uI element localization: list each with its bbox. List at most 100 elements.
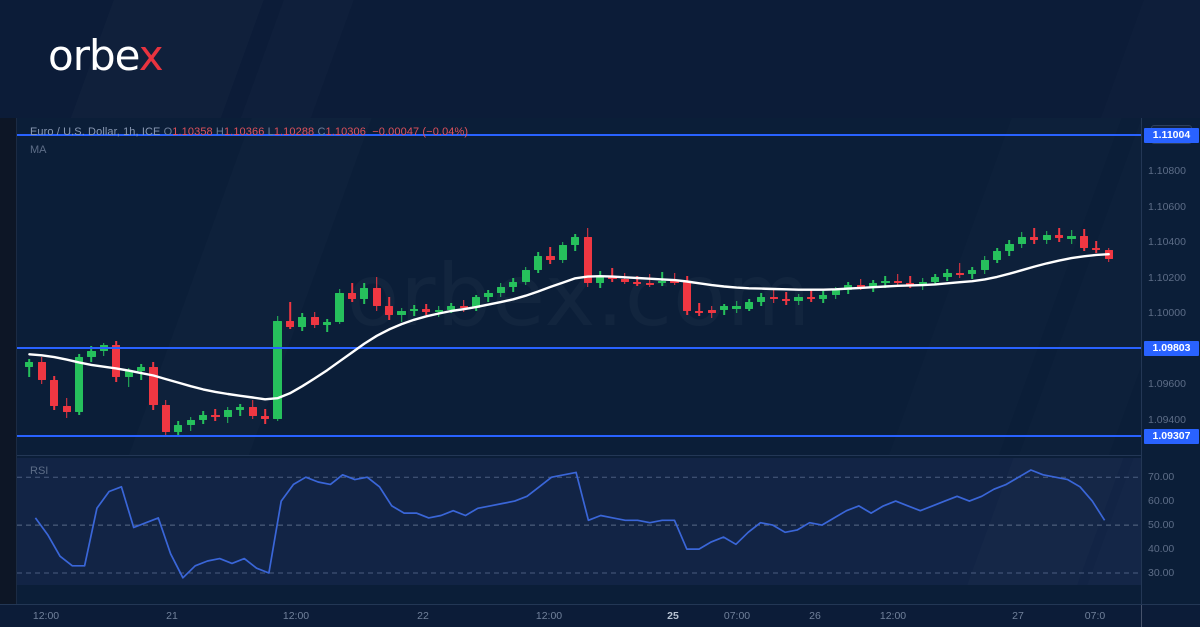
candle-wick — [859, 279, 862, 291]
candlestick — [707, 118, 716, 455]
candlestick — [261, 118, 270, 455]
candle-body — [794, 296, 803, 302]
candle-wick — [127, 368, 130, 387]
candle-body — [571, 237, 580, 246]
time-tick-label: 07:00 — [723, 610, 751, 622]
candle-body — [298, 317, 307, 327]
candle-body — [856, 285, 865, 288]
candlestick — [595, 118, 605, 455]
legend-high-value: 1.10366 — [223, 126, 265, 138]
candle-wick — [909, 276, 912, 288]
candle-body — [906, 282, 915, 285]
candlestick — [149, 118, 158, 455]
candlestick — [434, 118, 443, 455]
candle-body — [595, 275, 605, 283]
price-highlight-label[interactable]: 1.11004 — [1144, 127, 1199, 143]
candle-wick — [785, 292, 787, 305]
candlestick — [124, 118, 133, 455]
legend-low-value: 1.10288 — [273, 126, 315, 138]
candle-body — [645, 282, 654, 285]
candle-wick — [289, 302, 291, 329]
legend-change-value: −0.00047 (−0.04%) — [372, 126, 469, 138]
candlestick — [533, 118, 543, 455]
time-tick-label: 21 — [166, 610, 178, 622]
candlestick — [273, 118, 282, 455]
price-highlight-label[interactable]: 1.09803 — [1144, 340, 1199, 356]
support-line-3[interactable] — [17, 435, 1141, 438]
price-tick-label: 1.10400 — [1148, 236, 1186, 249]
candle-body — [50, 379, 59, 406]
chart-shell: orbex.com Euro / U.S. Dollar, 1h, ICE O1… — [0, 118, 1200, 604]
rsi-pane[interactable] — [17, 458, 1141, 585]
candlestick — [360, 118, 369, 455]
candlestick — [769, 118, 778, 455]
price-pane[interactable]: orbex.com — [17, 118, 1141, 455]
candlestick — [74, 118, 84, 455]
candle-body — [546, 255, 555, 261]
candle-body — [955, 272, 964, 275]
candlestick — [558, 118, 567, 455]
candle-body — [385, 305, 394, 316]
candle-body — [372, 287, 381, 306]
candle-wick — [1095, 240, 1098, 254]
legend-symbol[interactable]: Euro / U.S. Dollar, 1h, ICE — [30, 126, 161, 138]
candle-body — [980, 259, 989, 271]
candle-body — [819, 295, 828, 300]
candle-body — [558, 245, 567, 261]
candlestick — [831, 118, 840, 455]
candle-body — [62, 405, 71, 413]
candle-body — [968, 270, 977, 275]
candle-wick — [28, 358, 31, 377]
price-highlight-label[interactable]: 1.09307 — [1144, 428, 1199, 444]
candlestick — [1079, 118, 1089, 455]
candlestick — [1042, 118, 1051, 455]
time-tick-label: 27 — [1012, 610, 1024, 622]
chart-left-gutter — [0, 118, 17, 604]
candle-body — [881, 280, 890, 284]
rsi-tick-label: 30.00 — [1148, 567, 1175, 580]
candle-body — [695, 310, 704, 314]
orbex-logo[interactable]: orbex — [48, 31, 164, 80]
candle-body — [757, 296, 766, 303]
candlestick — [757, 118, 766, 455]
candlestick — [323, 118, 332, 455]
time-tick-label: 26 — [809, 610, 821, 622]
candlestick — [955, 118, 964, 455]
candle-wick — [1033, 227, 1036, 244]
candle-wick — [698, 302, 701, 317]
candlestick — [87, 118, 96, 455]
candle-body — [323, 321, 332, 326]
candlestick — [25, 118, 34, 455]
candlestick — [298, 118, 307, 455]
candle-body — [670, 280, 679, 283]
candlestick — [1005, 118, 1014, 455]
candle-body — [149, 366, 158, 406]
ma-indicator-label[interactable]: MA — [30, 144, 47, 156]
candle-body — [533, 255, 543, 271]
rsi-indicator-label[interactable]: RSI — [30, 465, 49, 477]
candlestick — [720, 118, 729, 455]
candle-body — [37, 362, 46, 380]
time-axis[interactable]: 12:00 21 12:00 22 12:00 25 07:00 26 12:00 27 07:0 — [0, 604, 1200, 627]
candle-body — [161, 405, 170, 432]
support-line-2[interactable] — [17, 347, 1141, 350]
resistance-line-1[interactable] — [17, 134, 1141, 137]
candle-wick — [351, 283, 353, 303]
candlestick — [521, 118, 530, 455]
candle-body — [223, 410, 232, 418]
candle-wick — [636, 275, 639, 287]
candle-wick — [897, 274, 899, 287]
candlestick — [223, 118, 232, 455]
price-axis[interactable]: USD 1.108001.106001.104001.102001.100001… — [1141, 118, 1200, 604]
price-tick-label: 1.10000 — [1148, 307, 1186, 320]
candle-body — [682, 281, 692, 311]
candle-body — [434, 309, 443, 313]
candlestick — [906, 118, 915, 455]
candlestick — [347, 118, 357, 455]
candlestick — [1092, 118, 1101, 455]
price-tick-label: 1.10600 — [1148, 200, 1186, 213]
decorative-diagonal-3 — [882, 0, 1200, 118]
candlestick — [471, 118, 481, 455]
candle-body — [1042, 235, 1051, 241]
candle-body — [360, 287, 369, 299]
